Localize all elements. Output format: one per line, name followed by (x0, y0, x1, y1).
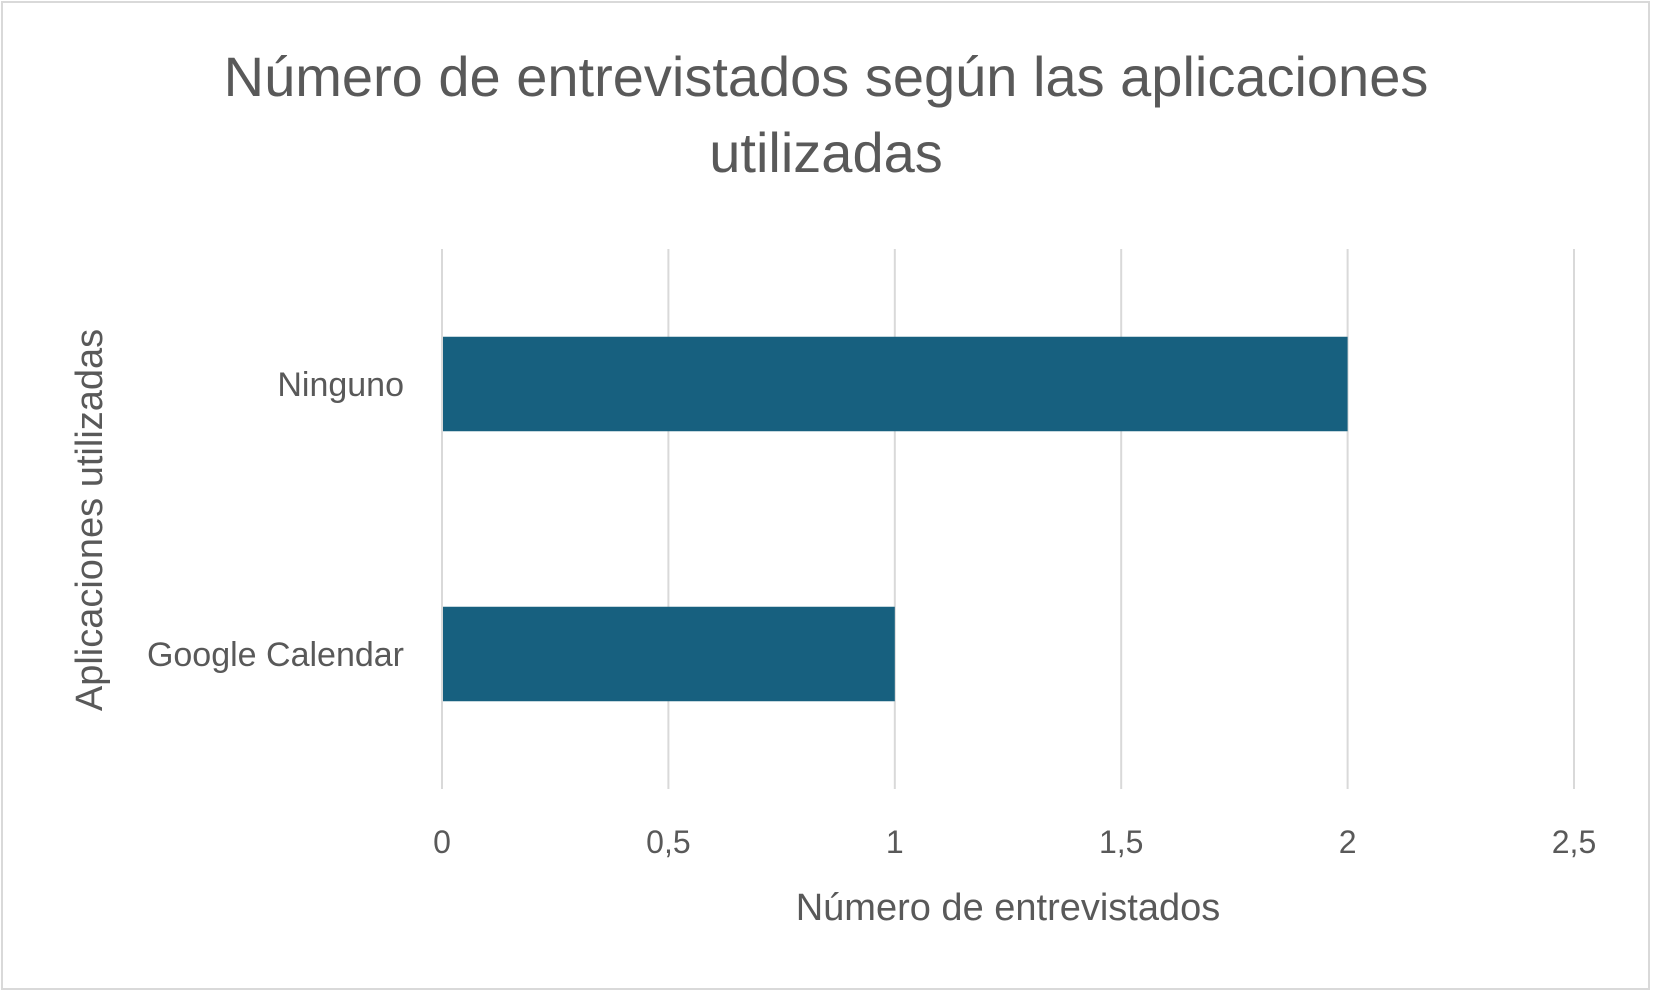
x-tick-label: 1 (886, 824, 904, 860)
x-axis-tick-labels: 0 0,5 1 1,5 2 2,5 (433, 824, 1596, 860)
x-tick-label: 1,5 (1099, 824, 1143, 860)
x-tick-label: 0,5 (646, 824, 690, 860)
chart-title-line-2: utilizadas (709, 121, 942, 184)
x-tick-label: 2 (1339, 824, 1357, 860)
x-axis-title: Número de entrevistados (796, 887, 1221, 929)
category-label: Ninguno (277, 366, 404, 404)
x-tick-label: 2,5 (1552, 824, 1596, 860)
x-tick-label: 0 (433, 824, 451, 860)
category-label: Google Calendar (147, 636, 404, 674)
y-axis-title: Aplicaciones utilizadas (69, 329, 111, 711)
bar (443, 336, 1348, 432)
bars (443, 336, 1348, 702)
gridlines (441, 249, 1575, 789)
chart-title-line-1: Número de entrevistados según las aplica… (224, 45, 1429, 108)
bar (443, 606, 895, 702)
y-axis-category-labels: Ninguno Google Calendar (147, 366, 404, 674)
